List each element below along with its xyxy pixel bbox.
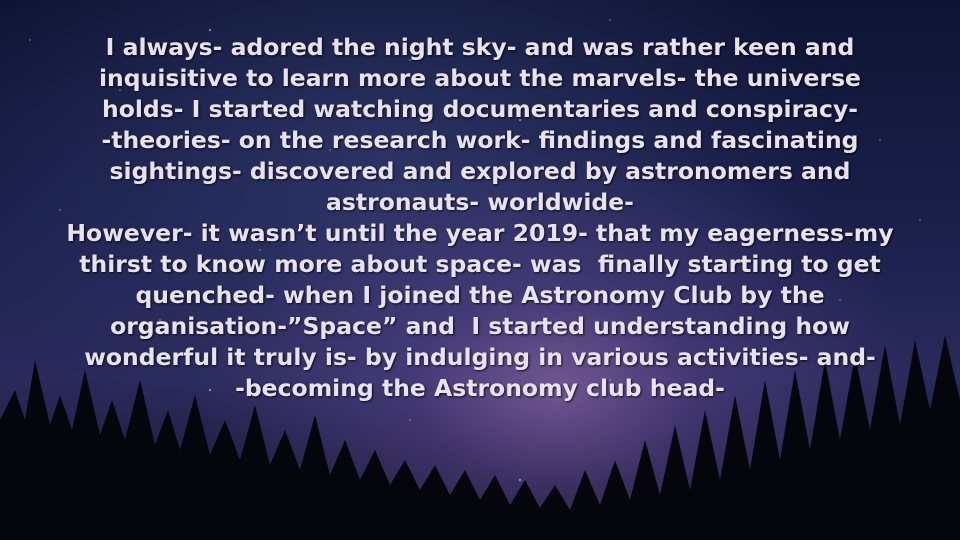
- paragraph-1-line-6: astronauts- worldwide-: [326, 188, 634, 216]
- paragraph-1-line-1: I always- adored the night sky- and was …: [105, 33, 855, 61]
- paragraph-2-line-1: However- it wasn’t until the year 2019- …: [66, 219, 894, 247]
- forest-silhouette: [0, 335, 960, 540]
- paragraph-2-line-5: wonderful it truly is- by indulging in v…: [84, 343, 876, 371]
- paragraph-1-line-5: sightings- discovered and explored by as…: [109, 157, 851, 185]
- paragraph-2-line-4: organisation-”Space” and I started under…: [110, 312, 850, 340]
- paragraph-1-line-2: inquisitive to learn more about the marv…: [98, 64, 861, 92]
- body-text: I always- adored the night sky- and was …: [0, 32, 960, 404]
- paragraph-1-line-4: -theories- on the research work- finding…: [101, 126, 859, 154]
- paragraph-2-line-6: -becoming the Astronomy club head-: [235, 374, 725, 402]
- paragraph-1-line-3: holds- I started watching documentaries …: [101, 95, 859, 123]
- paragraph-2-line-3: quenched- when I joined the Astronomy Cl…: [135, 281, 825, 309]
- paragraph-2-line-2: thirst to know more about space- was fin…: [79, 250, 881, 278]
